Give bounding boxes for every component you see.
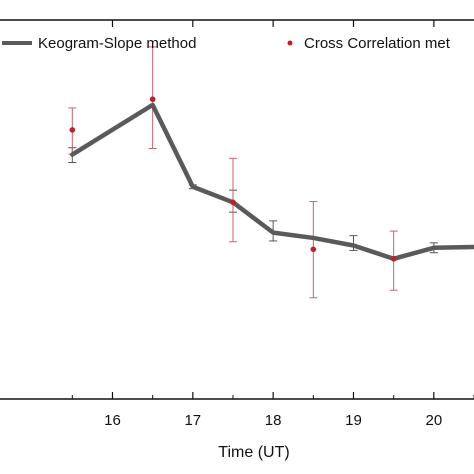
- legend: Keogram-Slope method Cross Correlation m…: [2, 35, 451, 52]
- x-axis-title: Time (UT): [218, 444, 289, 461]
- legend-item-crosscorr: Cross Correlation met: [287, 35, 451, 52]
- crosscorr-point: [230, 199, 236, 206]
- x-tick-label-19: 19: [345, 412, 362, 429]
- legend-dot-swatch: [287, 40, 293, 46]
- x-tick-label-17: 17: [184, 412, 201, 429]
- plot-series: [68, 46, 474, 299]
- legend-label-crosscorr: Cross Correlation met: [304, 35, 451, 52]
- legend-item-keogram: Keogram-Slope method: [2, 35, 196, 52]
- plot-frame: [0, 19, 474, 400]
- keogram-series-line: [70, 102, 474, 262]
- x-tick-label-16: 16: [104, 412, 121, 429]
- crosscorr-point: [390, 255, 397, 262]
- x-tick-label-18: 18: [265, 412, 282, 429]
- x-axis-ticks: 16 17 18 19 20: [71, 20, 474, 429]
- legend-label-keogram: Keogram-Slope method: [38, 35, 196, 52]
- crosscorr-point: [69, 127, 76, 133]
- keogram-errorbar: [349, 235, 358, 251]
- x-tick-label-20: 20: [425, 412, 442, 429]
- crosscorr-point: [310, 246, 317, 253]
- crosscorr-point: [149, 96, 156, 103]
